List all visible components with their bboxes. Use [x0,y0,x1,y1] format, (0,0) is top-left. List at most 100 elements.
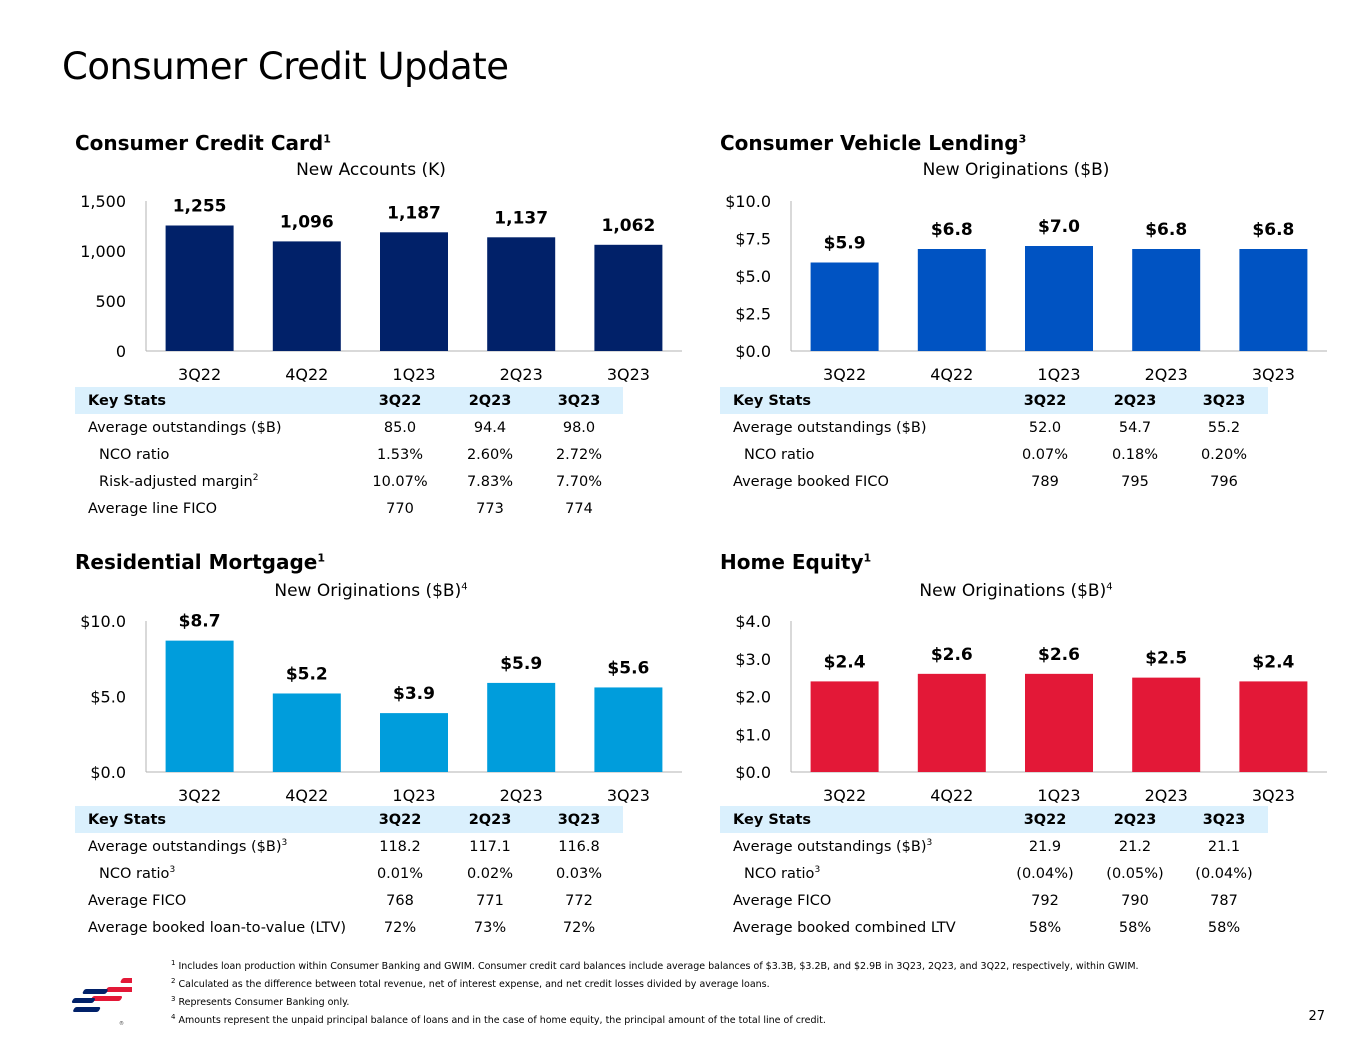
x-tick-label: 1Q23 [392,365,435,384]
page-number: 27 [1308,1009,1325,1024]
footnote: 3 Represents Consumer Banking only. [171,995,350,1009]
bar [594,687,663,772]
bar-value-label: $5.9 [824,234,866,254]
stats-header-period: 2Q23 [445,387,535,414]
mortgage-subtitle: New Originations ($B)4 [146,581,596,601]
mortgage-title-sup: 1 [317,551,325,565]
stats-row-value: 768 [386,892,414,909]
stats-row-value: 0.18% [1111,446,1159,463]
bar-value-label: $5.9 [500,654,542,674]
stats-row-value: 789 [1031,473,1059,490]
y-tick-label: $0.0 [90,763,126,782]
bar [1025,246,1093,351]
stats-row-value: 787 [1210,892,1238,909]
stats-row-value: 771 [476,892,504,909]
stats-header-period: 3Q23 [1180,806,1268,833]
x-tick-label: 2Q23 [1145,365,1188,384]
y-tick-label: $3.0 [735,650,771,669]
stats-header-period: 2Q23 [1090,806,1180,833]
stats-header-period: 3Q22 [355,806,445,833]
bar-value-label: 1,096 [280,212,334,232]
y-tick-label: $2.5 [735,305,771,324]
home-equity-chart: $0.0 $1.0 $2.0 $3.0 $4.0 $2.4 3Q22 $2.6 4Q22 $2.6… [735,612,1327,805]
mortgage-subtitle-text: New Originations ($B) [274,581,462,601]
stats-row-value: 0.03% [555,865,603,882]
stats-row-label: NCO ratio [744,446,815,463]
stats-row-value: 2.60% [466,446,514,463]
y-tick-label: $0.0 [735,763,771,782]
stats-row-value: 0.01% [376,865,424,882]
home-equity-title: Home Equity1 [720,550,871,574]
bar [487,682,556,772]
stats-row-label: Average line FICO [88,500,218,517]
bar [810,262,879,351]
stats-header-period: 2Q23 [445,806,535,833]
bar-value-label: $2.6 [1038,645,1080,665]
home-equity-title-sup: 1 [863,551,872,565]
vehicle-title: Consumer Vehicle Lending3 [720,131,1026,155]
footnote: 2 Calculated as the difference between t… [171,977,770,991]
credit-card-title: Consumer Credit Card1 [75,131,331,155]
y-tick-label: $7.5 [735,230,771,249]
x-tick-label: 2Q23 [1145,786,1188,805]
stats-row-value: 2.72% [555,446,603,463]
stats-row: Average outstandings ($B)3 118.2 117.1 116.… [75,833,623,860]
stats-row-value: 773 [476,500,504,517]
stats-row-value: 21.1 [1207,838,1241,855]
y-tick-label: $2.0 [735,688,771,707]
bar [1132,249,1201,351]
vehicle-stats-table: Key Stats 3Q22 2Q23 3Q23 Average outstanding… [720,387,1268,495]
y-tick-label: 1,500 [80,192,126,211]
bar [165,225,234,351]
stats-row-value: 21.2 [1118,838,1152,855]
x-tick-label: 3Q23 [1252,786,1295,805]
stats-row: Average outstandings ($B)3 21.9 21.2 21.1 [720,833,1268,860]
stats-header-row: Key Stats 3Q22 2Q23 3Q23 [720,806,1268,833]
bar [1132,677,1201,772]
stats-row-label: NCO ratio [99,446,170,463]
bar [810,681,879,772]
y-tick-label: $0.0 [735,342,771,361]
y-tick-label: 1,000 [80,242,126,261]
stats-row: Risk-adjusted margin2 10.07% 7.83% 7.70% [75,468,623,495]
footnotes: 1 Includes loan production within Consum… [171,956,1139,1029]
x-tick-label: 4Q22 [930,365,973,384]
bar-value-label: $7.0 [1038,217,1080,237]
x-tick-label: 2Q23 [500,365,543,384]
stats-row-value: 72% [383,919,417,936]
stats-header-row: Key Stats 3Q22 2Q23 3Q23 [75,806,623,833]
credit-card-subtitle-text: New Accounts (K) [296,160,446,180]
x-tick-label: 3Q23 [1252,365,1295,384]
stats-row-value: 72% [562,919,596,936]
bank-flag-logo: ® [71,978,132,1027]
mortgage-chart: $0.0 $5.0 $10.0 $8.7 3Q22 $5.2 4Q22 $3.9 1Q23 $5.… [80,612,682,805]
bar [272,693,341,772]
stats-row-label: Average FICO [88,892,187,909]
stats-row-value: 58% [1118,919,1152,936]
stats-row-value: 98.0 [562,419,596,436]
stats-row-label: Average outstandings ($B) [88,419,282,436]
stats-row: Average outstandings ($B) 52.0 54.7 55.2 [720,414,1268,441]
bar [917,673,986,772]
stats-row-value: 21.9 [1028,838,1062,855]
vehicle-title-sup: 3 [1018,132,1027,146]
x-tick-label: 1Q23 [1037,365,1080,384]
stats-row-value: 10.07% [372,473,428,490]
bar [380,232,448,351]
stats-header-period: 3Q23 [535,806,623,833]
stats-row-value: 55.2 [1207,419,1241,436]
bar-value-label: $6.8 [931,220,973,240]
bar [165,640,234,772]
bar-value-label: $2.4 [824,652,866,672]
stats-row-value: 0.07% [1021,446,1069,463]
stats-row-value: 118.2 [379,838,421,855]
bar-value-label: $6.8 [1252,220,1294,240]
stats-row-value: 73% [473,919,507,936]
stats-row-value: (0.05%) [1106,865,1164,882]
stats-row-value: 54.7 [1118,419,1152,436]
y-tick-label: $1.0 [735,725,771,744]
bar-value-label: $2.5 [1145,649,1187,669]
bar-value-label: 1,255 [173,197,227,217]
credit-card-chart: 0 500 1,000 1,500 1,255 3Q22 1,096 4Q22 1,187 1Q2… [80,192,682,384]
footnote: 4 Amounts represent the unpaid principal… [171,1013,826,1027]
